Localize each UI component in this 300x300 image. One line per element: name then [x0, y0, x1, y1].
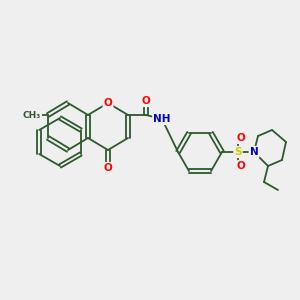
Text: CH₃: CH₃ — [23, 110, 41, 119]
Text: N: N — [250, 147, 258, 157]
Text: O: O — [103, 98, 112, 108]
Text: NH: NH — [153, 114, 171, 124]
Text: S: S — [234, 147, 242, 157]
Text: O: O — [103, 163, 112, 173]
Text: O: O — [237, 161, 245, 171]
Text: O: O — [237, 133, 245, 143]
Text: O: O — [142, 96, 150, 106]
